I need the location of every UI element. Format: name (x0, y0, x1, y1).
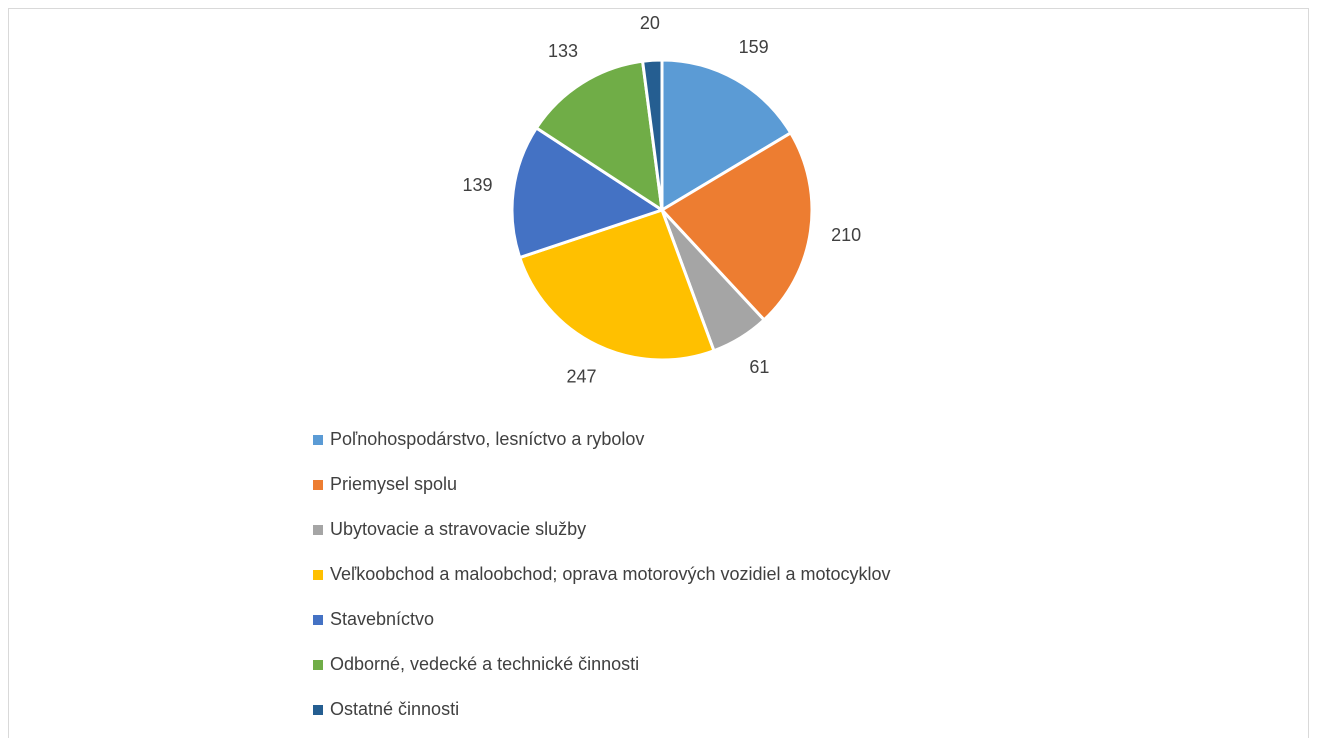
legend-swatch (313, 570, 323, 580)
legend-swatch (313, 435, 323, 445)
data-label: 20 (640, 13, 660, 33)
legend-label: Ubytovacie a stravovacie služby (330, 519, 586, 539)
legend-label: Stavebníctvo (330, 609, 434, 629)
pie-slice (518, 208, 716, 362)
legend-label: Odborné, vedecké a technické činnosti (330, 654, 639, 674)
data-label: 133 (548, 41, 578, 61)
data-label: 210 (831, 225, 861, 245)
legend-swatch (313, 525, 323, 535)
pie-slice (660, 131, 814, 322)
pie-slice (534, 59, 664, 212)
legend-swatch (313, 615, 323, 625)
legend-label: Ostatné činnosti (330, 699, 459, 719)
legend-swatch (313, 660, 323, 670)
legend-swatch (313, 480, 323, 490)
legend-swatch (313, 705, 323, 715)
data-label: 139 (462, 175, 492, 195)
pie-slice (641, 58, 664, 212)
data-label: 159 (739, 37, 769, 57)
data-label: 247 (567, 366, 597, 386)
pie-slice (660, 58, 793, 212)
data-label: 61 (749, 357, 769, 377)
legend-label: Poľnohospodárstvo, lesníctvo a rybolov (330, 429, 644, 449)
legend-label: Priemysel spolu (330, 474, 457, 494)
legend-label: Veľkoobchod a maloobchod; oprava motorov… (330, 564, 891, 584)
pie-slice (510, 126, 664, 260)
